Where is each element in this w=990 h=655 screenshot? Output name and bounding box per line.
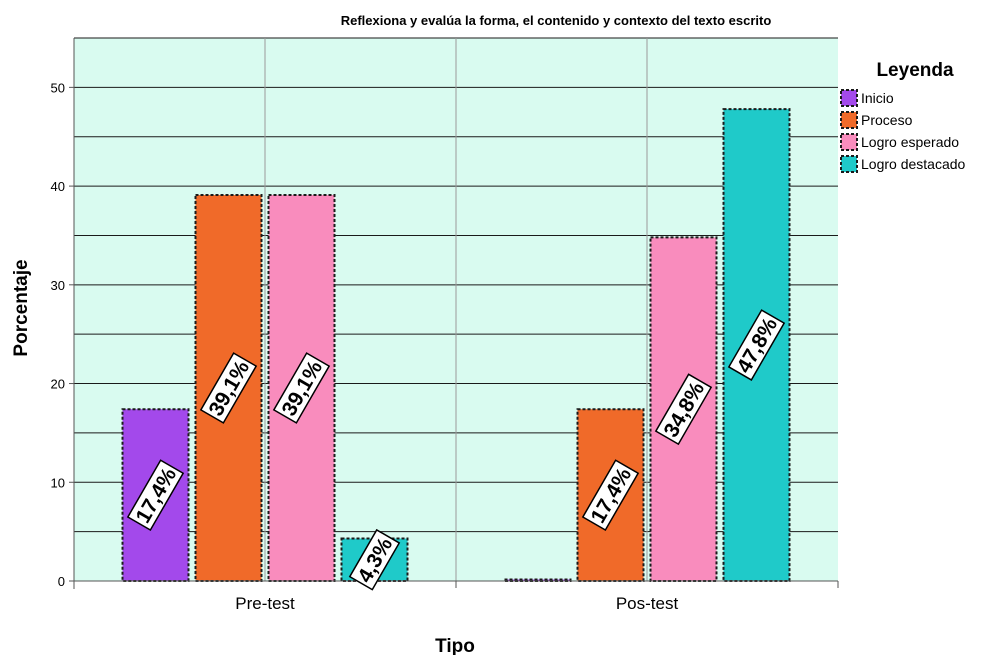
y-tick-label: 0 xyxy=(58,574,65,589)
x-axis-title: Tipo xyxy=(435,636,475,655)
legend-swatch xyxy=(840,89,858,107)
legend-label: Proceso xyxy=(861,112,913,128)
x-tick-label: Pos-test xyxy=(616,594,679,613)
x-tick-label: Pre-test xyxy=(235,594,295,613)
y-tick-label: 50 xyxy=(51,80,65,95)
y-tick-label: 10 xyxy=(51,475,65,490)
axes: 0 10 20 30 40 50 Pre-test Pos-test xyxy=(51,38,839,613)
legend-label: Inicio xyxy=(861,90,894,106)
data-label-box xyxy=(581,459,640,532)
legend-swatch xyxy=(840,111,858,129)
legend-swatch xyxy=(840,155,858,173)
legend: Leyenda Inicio Proceso Logro esperado Logro… xyxy=(840,60,966,173)
legend-title: Leyenda xyxy=(876,60,954,81)
legend-label: Logro destacado xyxy=(861,156,966,172)
y-tick-label: 30 xyxy=(51,278,65,293)
data-label-box xyxy=(348,528,401,591)
data-label-box xyxy=(126,459,185,532)
y-tick-label: 40 xyxy=(51,179,65,194)
data-label-box xyxy=(272,352,331,424)
data-label-box xyxy=(199,352,258,424)
y-axis-title: Porcentaje xyxy=(11,259,32,356)
chart-title: Reflexiona y evalúa la forma, el conteni… xyxy=(341,13,772,28)
y-tick-label: 20 xyxy=(51,377,65,392)
legend-swatch xyxy=(840,133,858,151)
data-label-box xyxy=(727,309,786,381)
legend-label: Logro esperado xyxy=(861,134,959,150)
data-label-box xyxy=(654,373,713,446)
